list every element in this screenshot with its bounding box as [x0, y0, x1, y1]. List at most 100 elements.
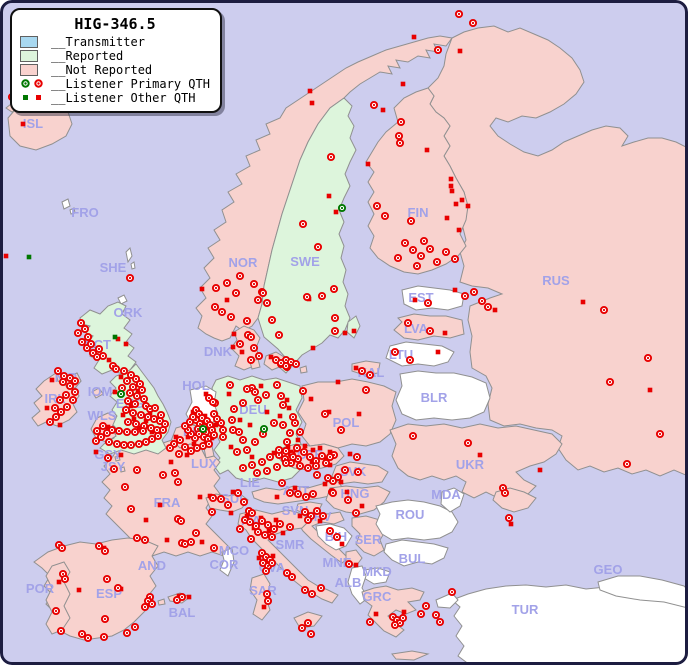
- legend-row-not-reported: __Not Reported: [20, 63, 210, 77]
- legend-row-listener-primary: __Listener Primary QTH: [20, 77, 210, 91]
- listener-other-marker: [271, 450, 277, 456]
- listener-primary-marker: [100, 546, 110, 556]
- country-label-por: POR: [26, 581, 55, 596]
- listener-primary-marker: [483, 302, 493, 312]
- listener-other-marker: [164, 537, 170, 543]
- listener-primary-marker: [308, 489, 318, 499]
- listener-primary-marker: [398, 613, 408, 623]
- listener-primary-marker: [416, 609, 426, 619]
- listener-primary-marker: [325, 452, 335, 462]
- listener-other-marker: [186, 594, 192, 600]
- listener-primary-marker: [246, 332, 256, 342]
- listener-primary-marker: [245, 517, 255, 527]
- listener-primary-marker: [333, 472, 343, 482]
- country-rou: [375, 499, 459, 541]
- listener-primary-marker: [263, 596, 273, 606]
- country-label-smr: SMR: [276, 537, 306, 552]
- listener-primary-marker: [45, 417, 55, 427]
- listener-primary-marker: [125, 388, 135, 398]
- listener-primary-marker: [98, 351, 108, 361]
- listener-primary-marker: [267, 315, 277, 325]
- listener-primary-marker: [227, 415, 237, 425]
- legend-listener-other-label: __Listener Other QTH: [51, 90, 196, 105]
- listener-markers-layer: [3, 9, 665, 643]
- listener-primary-marker: [328, 476, 338, 486]
- listener-primary-marker: [56, 407, 66, 417]
- country-shetland: [125, 247, 133, 264]
- listener-other-red-icon: [36, 95, 41, 100]
- listener-primary-marker: [257, 548, 267, 558]
- listener-primary-marker: [272, 380, 282, 390]
- listener-other-marker: [310, 447, 316, 453]
- listener-primary-marker: [393, 253, 403, 263]
- listener-primary-marker: [109, 464, 119, 474]
- listener-primary-marker: [104, 437, 114, 447]
- listener-other-marker: [647, 387, 653, 393]
- listener-other-marker: [228, 510, 234, 516]
- country-est: [401, 285, 465, 311]
- listener-primary-marker: [365, 370, 375, 380]
- listener-other-marker: [228, 444, 234, 450]
- listener-primary-marker: [100, 614, 110, 624]
- listener-other-marker: [264, 409, 270, 415]
- listener-other-marker: [258, 383, 264, 389]
- listener-other-marker: [185, 434, 191, 440]
- listener-primary-marker: [218, 425, 228, 435]
- country-label-pol: POL: [333, 415, 360, 430]
- country-bornholm: [299, 365, 308, 374]
- listener-other-marker: [448, 183, 454, 189]
- country-label-lux: LUX: [191, 456, 217, 471]
- listener-other-marker: [353, 562, 359, 568]
- listener-other-marker: [57, 422, 63, 428]
- listener-primary-marker: [128, 408, 138, 418]
- listener-primary-marker: [332, 532, 342, 542]
- listener-primary-marker: [208, 397, 218, 407]
- country-ltu: [385, 341, 455, 367]
- listener-other-marker: [149, 429, 155, 435]
- country-label-hol: HOL: [182, 378, 210, 393]
- listener-primary-marker: [408, 245, 418, 255]
- listener-primary-marker: [122, 628, 132, 638]
- listener-primary-marker: [390, 620, 400, 630]
- country-label-fin: FIN: [408, 205, 429, 220]
- country-fro: [61, 198, 71, 210]
- country-label-wls: WLS: [88, 408, 117, 423]
- listener-primary-marker: [123, 396, 133, 406]
- listener-other-marker: [157, 502, 163, 508]
- listener-primary-marker: [165, 443, 175, 453]
- listener-other-marker: [56, 579, 62, 585]
- listener-primary-marker: [232, 447, 242, 457]
- listener-primary-marker: [231, 288, 241, 298]
- listener-primary-marker: [277, 478, 287, 488]
- listener-other-marker: [297, 513, 303, 519]
- listener-primary-marker: [98, 421, 108, 431]
- listener-primary-marker: [92, 426, 102, 436]
- listener-primary-marker: [301, 492, 311, 502]
- listener-primary-marker: [351, 508, 361, 518]
- listener-other-marker: [339, 541, 345, 547]
- listener-primary-marker: [120, 482, 130, 492]
- listener-primary-marker: [281, 446, 291, 456]
- listener-other-marker: [230, 489, 236, 495]
- country-label-isl: ISL: [23, 116, 43, 131]
- listener-other-marker: [453, 201, 459, 207]
- listener-primary-marker: [160, 419, 170, 429]
- listener-other-marker: [344, 489, 350, 495]
- listener-primary-marker: [249, 343, 259, 353]
- listener-other-marker: [401, 609, 407, 615]
- listener-other-marker: [249, 454, 255, 460]
- listener-primary-marker: [216, 418, 226, 428]
- listener-primary-marker: [441, 247, 451, 257]
- country-label-fra: FRA: [154, 495, 181, 510]
- country-shetland-2: [130, 261, 136, 270]
- country-label-mne: MNE: [323, 555, 352, 570]
- listener-primary-marker: [257, 457, 267, 467]
- listener-primary-marker: [211, 283, 221, 293]
- country-label-geo: GEO: [594, 562, 623, 577]
- listener-primary-marker: [209, 543, 219, 553]
- listener-primary-marker: [312, 506, 322, 516]
- country-label-swe: SWE: [290, 254, 320, 269]
- listener-other-marker: [310, 345, 316, 351]
- country-label-mkd: MKD: [362, 564, 392, 579]
